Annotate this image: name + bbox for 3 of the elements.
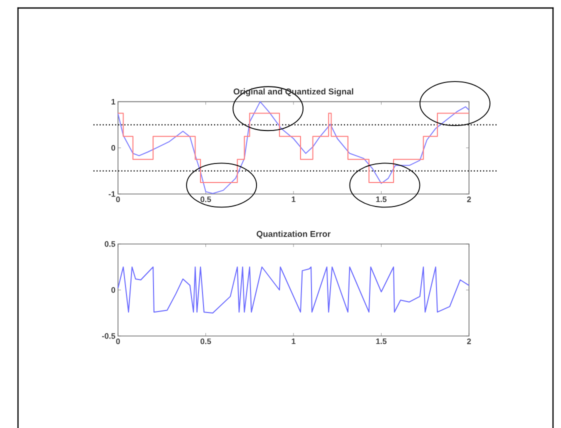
chart-title: Quantization Error <box>256 230 331 239</box>
line-series <box>118 101 470 194</box>
line-series <box>118 266 470 314</box>
